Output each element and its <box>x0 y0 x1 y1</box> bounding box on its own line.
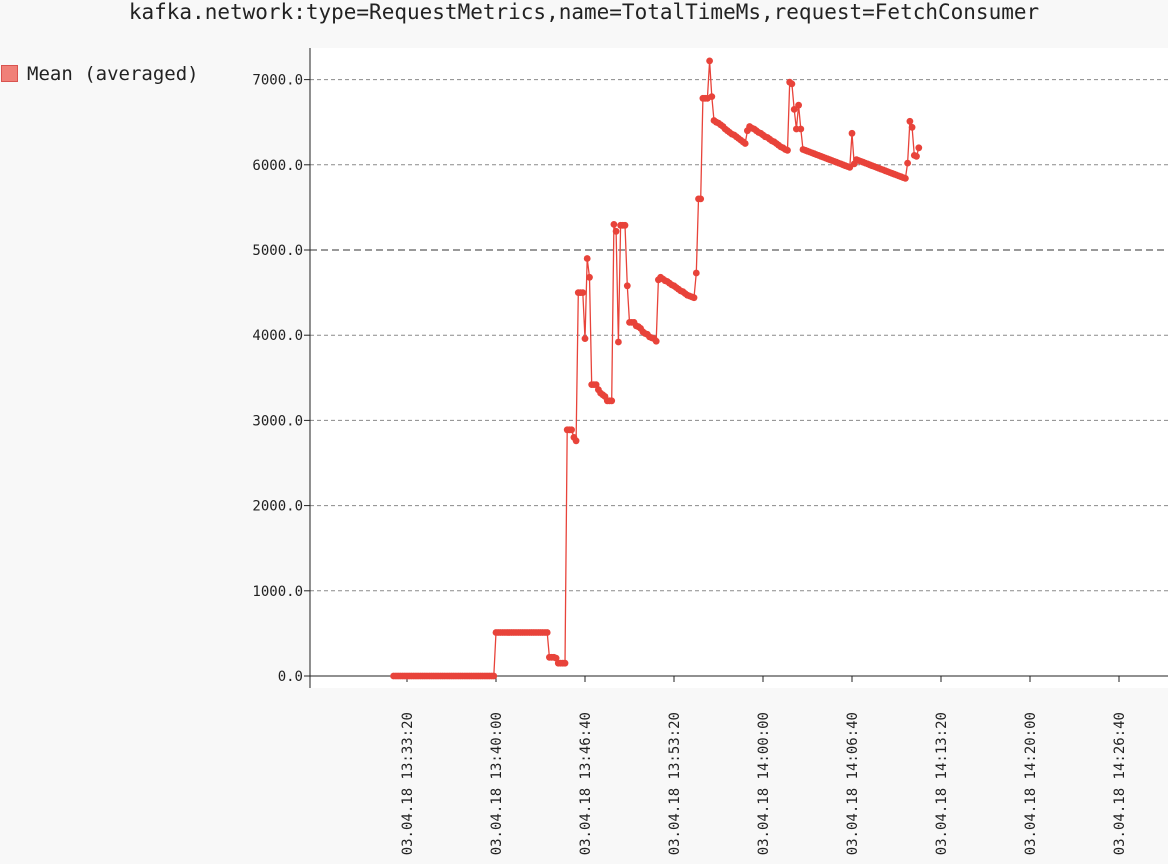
x-tick-label: 03.04.18 14:00:00 <box>756 712 772 855</box>
x-tick-label: 03.04.18 14:26:40 <box>1112 712 1128 855</box>
data-point <box>790 106 798 113</box>
data-point <box>788 80 796 88</box>
legend-label-mean-averaged: Mean (averaged) <box>27 63 199 85</box>
data-point <box>906 117 914 125</box>
data-point <box>621 221 629 229</box>
data-point <box>572 437 580 445</box>
data-point <box>915 144 923 152</box>
data-point <box>568 426 575 434</box>
data-point <box>848 129 856 137</box>
x-tick-label: 03.04.18 14:06:40 <box>845 712 861 855</box>
data-point <box>904 159 911 167</box>
data-point <box>795 101 802 109</box>
data-point <box>708 93 716 100</box>
data-point <box>913 152 920 160</box>
x-tick-label: 03.04.18 13:46:40 <box>578 712 594 855</box>
data-point <box>586 273 593 281</box>
y-tick-label: 2000.0 <box>252 499 303 515</box>
x-tick-label: 03.04.18 14:13:20 <box>934 712 950 855</box>
x-tick-label: 03.04.18 13:40:00 <box>489 712 505 855</box>
y-tick-label: 5000.0 <box>252 243 303 259</box>
y-tick-label: 0.0 <box>278 669 303 685</box>
y-tick-label: 4000.0 <box>252 328 303 344</box>
data-point <box>579 289 587 296</box>
data-point <box>706 57 713 65</box>
data-point <box>592 381 600 388</box>
data-point <box>797 125 805 133</box>
data-point <box>612 227 620 235</box>
data-point <box>608 397 616 405</box>
x-tick-label: 03.04.18 13:53:20 <box>667 712 683 855</box>
data-point <box>623 282 631 290</box>
data-point <box>615 338 622 346</box>
data-point <box>610 221 618 228</box>
data-point <box>692 269 700 277</box>
data-point <box>784 146 791 154</box>
data-point <box>908 123 916 131</box>
data-point <box>652 337 660 345</box>
x-tick-label: 03.04.18 14:20:00 <box>1023 712 1039 855</box>
plot-background <box>310 48 1168 688</box>
legend-swatch-mean-averaged <box>1 65 18 82</box>
y-tick-label: 6000.0 <box>252 158 303 174</box>
data-point <box>902 175 909 182</box>
data-point <box>552 654 560 662</box>
data-point <box>583 255 591 262</box>
y-tick-label: 1000.0 <box>252 584 303 600</box>
y-tick-label: 3000.0 <box>252 413 303 429</box>
x-tick-label: 03.04.18 13:33:20 <box>400 712 416 855</box>
data-point <box>581 335 589 342</box>
data-point <box>690 294 698 302</box>
y-tick-label: 7000.0 <box>252 73 303 89</box>
chart-title: kafka.network:type=RequestMetrics,name=T… <box>128 0 1040 24</box>
data-point <box>543 629 551 636</box>
data-point <box>490 672 498 680</box>
data-point <box>697 195 705 203</box>
data-point <box>741 140 749 147</box>
data-point <box>561 659 569 667</box>
